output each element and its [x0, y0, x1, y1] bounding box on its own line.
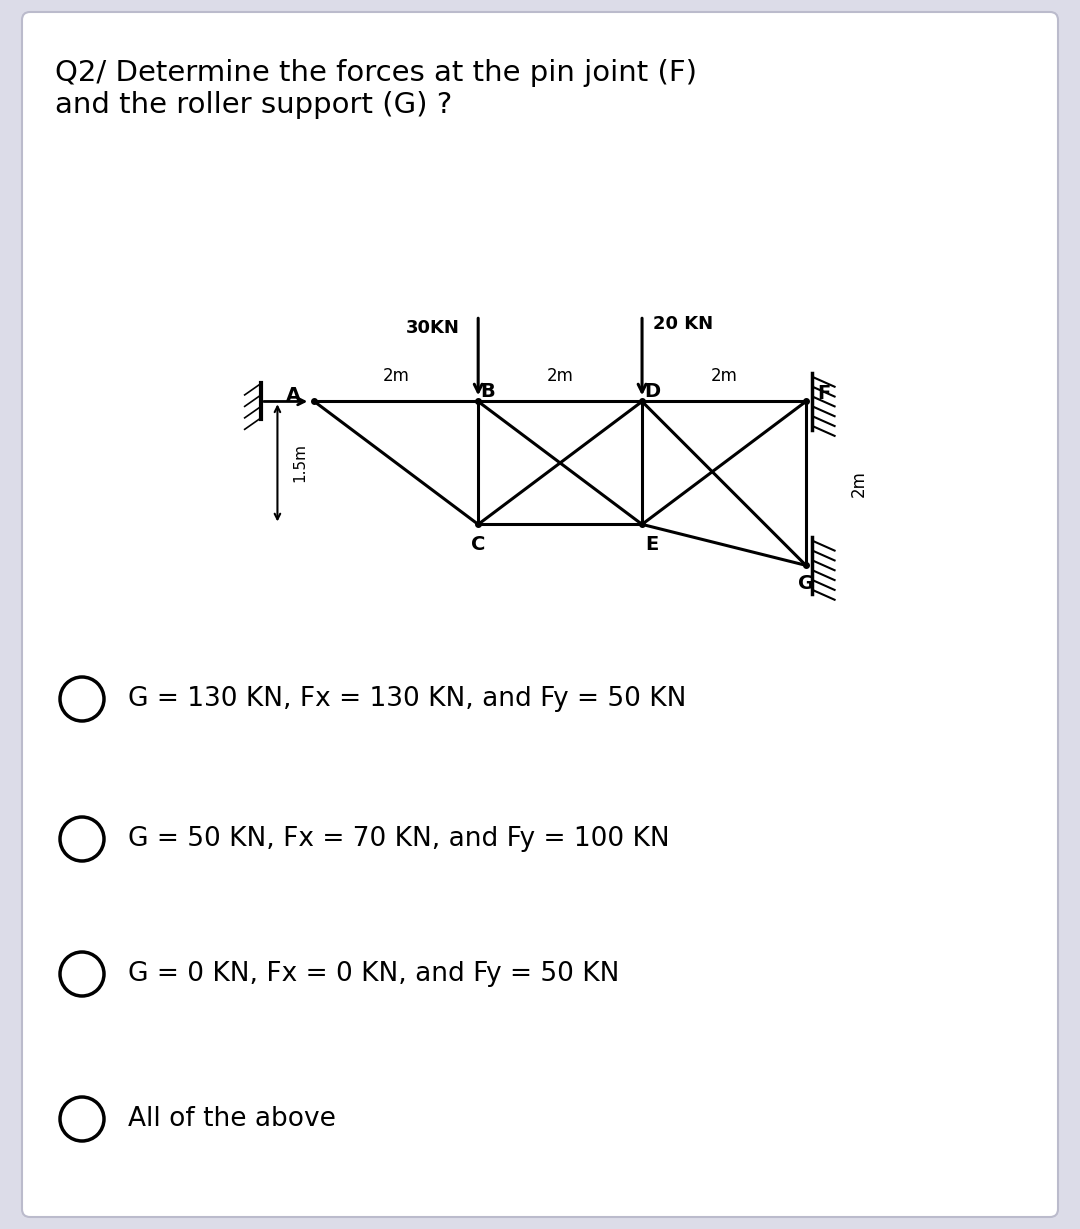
Text: D: D: [644, 382, 660, 401]
Text: 20 KN: 20 KN: [653, 315, 713, 333]
Text: 2m: 2m: [850, 469, 868, 497]
Text: G = 130 KN, Fx = 130 KN, and Fy = 50 KN: G = 130 KN, Fx = 130 KN, and Fy = 50 KN: [129, 686, 687, 712]
Text: 1.5m: 1.5m: [293, 444, 307, 483]
Text: E: E: [645, 536, 659, 554]
Text: G = 50 KN, Fx = 70 KN, and Fy = 100 KN: G = 50 KN, Fx = 70 KN, and Fy = 100 KN: [129, 826, 670, 852]
Text: C: C: [471, 536, 485, 554]
Text: 2m: 2m: [382, 367, 409, 385]
Text: All of the above: All of the above: [129, 1106, 336, 1132]
Text: F: F: [818, 383, 831, 403]
Text: G: G: [798, 574, 814, 592]
Text: 2m: 2m: [711, 367, 738, 385]
FancyBboxPatch shape: [22, 12, 1058, 1217]
Text: G = 0 KN, Fx = 0 KN, and Fy = 50 KN: G = 0 KN, Fx = 0 KN, and Fy = 50 KN: [129, 961, 619, 987]
Text: B: B: [481, 382, 496, 401]
Text: 30KN: 30KN: [406, 318, 460, 337]
Text: A: A: [286, 386, 301, 406]
Text: 2m: 2m: [546, 367, 573, 385]
Text: Q2/ Determine the forces at the pin joint (F)
and the roller support (G) ?: Q2/ Determine the forces at the pin join…: [55, 59, 697, 119]
